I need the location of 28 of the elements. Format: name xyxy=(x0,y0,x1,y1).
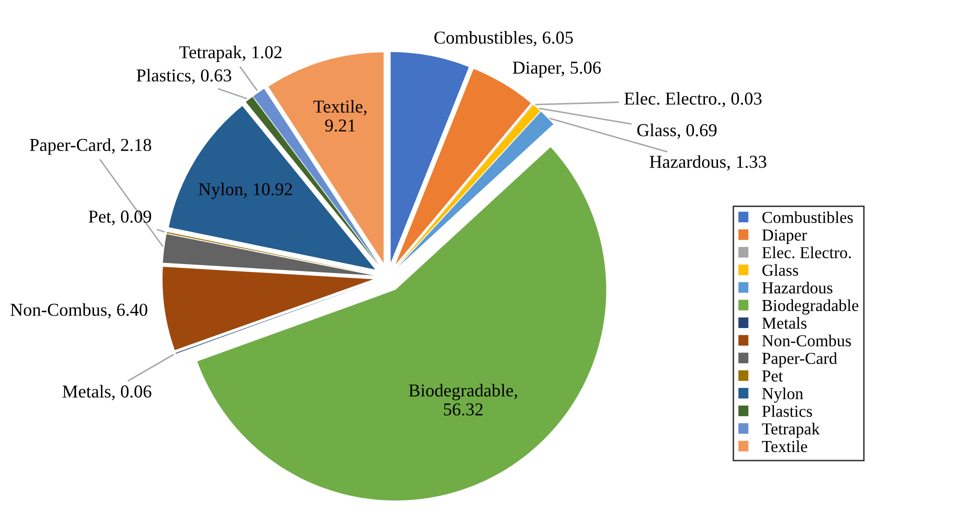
legend-label: Nylon xyxy=(762,388,804,403)
data-label: Pet, 0.09 xyxy=(88,210,152,226)
data-label: Hazardous, 1.33 xyxy=(650,155,766,171)
data-label: Plastics, 0.63 xyxy=(136,68,232,84)
data-label: Non-Combus, 6.40 xyxy=(10,303,148,319)
legend-label: Textile xyxy=(762,440,808,452)
legend-label: Tetrapak xyxy=(762,422,820,438)
data-label: Glass, 0.69 xyxy=(637,124,717,139)
legend-label: Paper-Card xyxy=(762,352,838,368)
data-label: Paper-Card, 2.18 xyxy=(30,138,152,155)
legend-label: Non-Combus xyxy=(762,334,851,346)
legend-label: Hazardous xyxy=(762,282,832,294)
data-label: Nylon, 10.92 xyxy=(198,182,292,200)
data-label: Metals, 0.06 xyxy=(62,384,152,400)
legend-label: Elec. Electro. xyxy=(762,246,851,258)
legend-label: Metals xyxy=(762,317,806,329)
legend-label: Plastics xyxy=(762,405,812,417)
data-label: Combustibles, 6.05 xyxy=(434,31,573,46)
data-label: Elec. Electro., 0.03 xyxy=(624,92,762,108)
data-label: Tetrapak, 1.02 xyxy=(179,46,282,62)
legend-label: Glass xyxy=(762,264,798,276)
data-label: Biodegradable, 56.32 xyxy=(408,384,518,416)
data-label: Textile, 9.21 xyxy=(313,100,366,132)
legend-label: Combustibles xyxy=(762,211,853,224)
data-label: Diaper, 5.06 xyxy=(512,62,601,78)
legend-label: Pet xyxy=(762,370,783,382)
legend-label: Diaper xyxy=(762,229,807,244)
legend-label: Biodegradable xyxy=(762,299,858,315)
